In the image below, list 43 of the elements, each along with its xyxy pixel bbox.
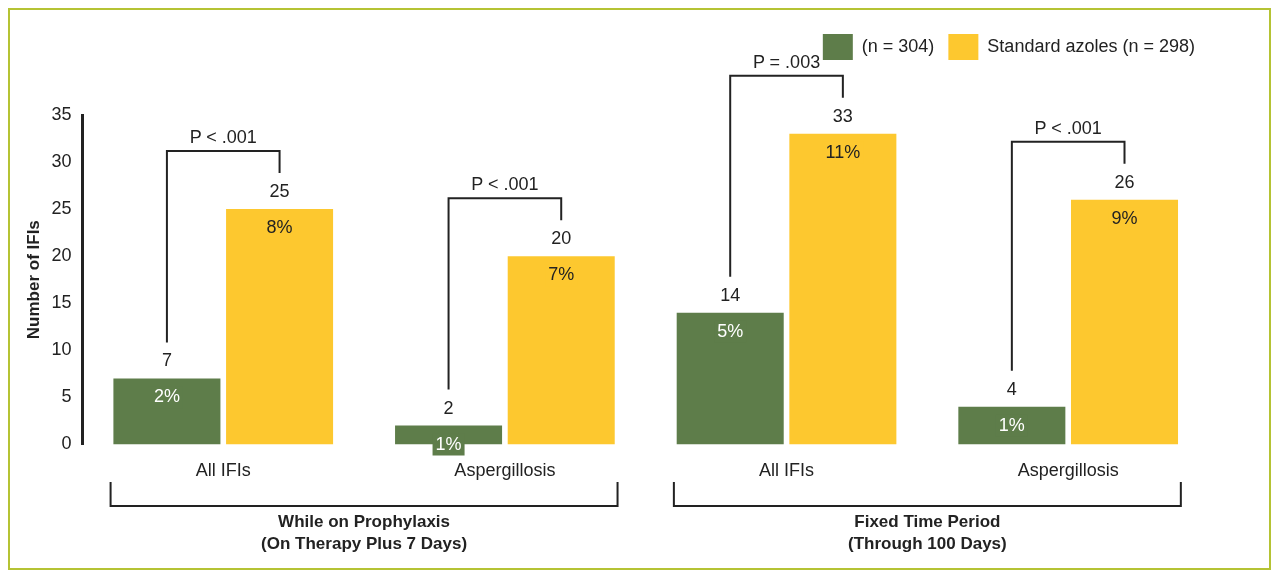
bar [113,378,221,445]
data-label: 14 [720,284,741,305]
y-tick-label: 30 [51,151,72,172]
y-tick-label: 35 [51,103,72,124]
y-tick-label: 10 [51,339,72,360]
annotation: P < .001 [189,127,257,148]
annotation: P < .001 [1034,117,1102,138]
bar [789,133,897,445]
y-tick-label: 0 [61,433,72,454]
text: Fixed Time Period (Through 100 Days) [848,512,1007,554]
y-tick-label: 15 [51,292,72,313]
y-axis-title: Number of IFIs [23,220,43,340]
annotation: 8% [266,217,293,238]
data-label: 20 [551,228,572,249]
annotation: 1% [998,414,1025,435]
annotation: 2% [153,386,180,407]
x-tick-label: Aspergillosis [454,460,556,481]
y-tick-label: 20 [51,245,72,266]
bar [226,209,334,445]
data-label: 7 [161,350,172,371]
text: While on Prophylaxis (On Therapy Plus 7 Days) [261,512,468,554]
annotation: 11% [825,141,861,162]
data-label: 25 [269,181,290,202]
legend-label: (n = 304) [861,35,935,56]
annotation: 9% [1111,207,1138,228]
x-tick-label: All IFIs [195,460,251,481]
annotation: 7% [548,264,575,285]
annotation: 5% [717,320,744,341]
data-label: 2 [443,397,454,418]
data-label: 33 [832,105,853,126]
text: P = .003 [752,51,821,72]
data-label: 4 [1006,378,1017,399]
bar [676,312,784,445]
x-tick-label: All IFIs [759,460,815,481]
y-tick-label: 5 [61,386,72,407]
bar [507,256,615,445]
annotation: 1% [435,433,462,454]
annotation: P < .001 [471,174,539,195]
bar [1070,199,1179,445]
x-tick-label: Aspergillosis [1017,460,1119,481]
y-tick-label: 25 [51,198,72,219]
legend-label: Standard azoles (n = 298) [987,35,1196,56]
data-label: 26 [1114,171,1135,192]
